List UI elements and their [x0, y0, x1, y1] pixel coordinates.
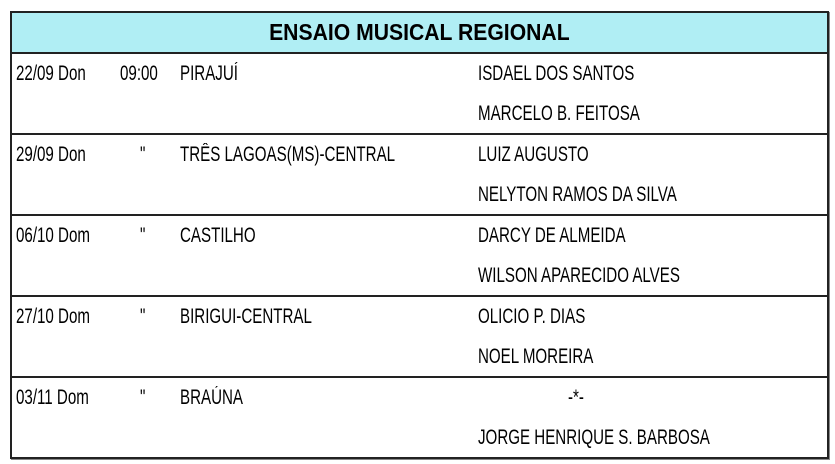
date: 03/11 Dom	[16, 386, 89, 409]
table-row: 27/10 Dom " BIRIGUI-CENTRAL OLICIO P. DI…	[12, 297, 827, 378]
name-1: ISDAEL DOS SANTOS	[478, 62, 635, 85]
name-2: NOEL MOREIRA	[478, 345, 594, 368]
table-row: 03/11 Dom " BRAÚNA -*- JORGE HENRIQUE S.…	[12, 378, 827, 457]
name-1: LUIZ AUGUSTO	[478, 143, 589, 166]
table-row: 06/10 Dom " CASTILHO DARCY DE ALMEIDA WI…	[12, 216, 827, 297]
time: "	[140, 386, 146, 409]
table-row: 29/09 Don " TRÊS LAGOAS(MS)-CENTRAL LUIZ…	[12, 135, 827, 216]
date: 29/09 Don	[16, 143, 86, 166]
table-row: 22/09 Don 09:00 PIRAJUÍ ISDAEL DOS SANTO…	[12, 54, 827, 135]
title-text: ENSAIO MUSICAL REGIONAL	[269, 19, 570, 45]
name-2: WILSON APARECIDO ALVES	[478, 264, 680, 287]
schedule-table: ENSAIO MUSICAL REGIONAL 22/09 Don 09:00 …	[10, 11, 829, 459]
place: TRÊS LAGOAS(MS)-CENTRAL	[180, 143, 396, 166]
date: 22/09 Don	[16, 62, 86, 85]
name-2: NELYTON RAMOS DA SILVA	[478, 183, 677, 206]
name-2: JORGE HENRIQUE S. BARBOSA	[478, 426, 710, 449]
name-2: MARCELO B. FEITOSA	[478, 102, 640, 125]
table-title: ENSAIO MUSICAL REGIONAL	[12, 13, 827, 54]
time: 09:00	[120, 62, 158, 85]
time: "	[140, 305, 146, 328]
name-1: OLICIO P. DIAS	[478, 305, 586, 328]
place: BRAÚNA	[180, 386, 244, 409]
time: "	[140, 143, 146, 166]
name-1: DARCY DE ALMEIDA	[478, 224, 626, 247]
place: BIRIGUI-CENTRAL	[180, 305, 312, 328]
place: PIRAJUÍ	[180, 62, 238, 85]
date: 27/10 Dom	[16, 305, 90, 328]
date: 06/10 Dom	[16, 224, 90, 247]
time: "	[140, 224, 146, 247]
name-1: -*-	[568, 386, 584, 409]
place: CASTILHO	[180, 224, 256, 247]
